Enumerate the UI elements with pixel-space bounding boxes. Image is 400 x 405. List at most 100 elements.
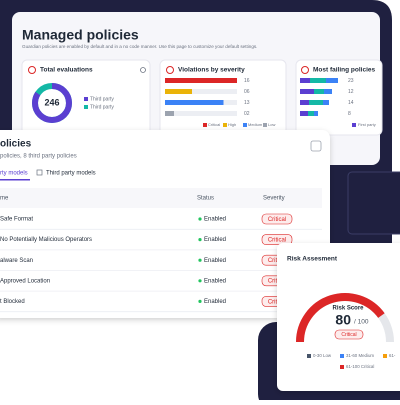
column-header: Severity xyxy=(263,196,285,202)
policy-name[interactable]: t Blocked xyxy=(0,299,25,305)
status: Enabled xyxy=(204,217,226,223)
bar-segment xyxy=(300,78,310,83)
bar-track xyxy=(165,111,237,116)
severity: Critical xyxy=(268,237,286,243)
bar-track xyxy=(165,89,237,94)
bar xyxy=(165,89,192,94)
gauge-value xyxy=(296,293,385,343)
legend-label: 0-30 Low xyxy=(313,353,332,358)
bar-segment xyxy=(326,78,338,83)
policies-card xyxy=(0,130,330,318)
bar-segment xyxy=(323,100,329,105)
total-value: 246 xyxy=(44,97,59,107)
icon xyxy=(301,66,309,74)
severity: Critical xyxy=(268,217,286,223)
legend-swatch xyxy=(340,365,344,369)
legend-label: First party xyxy=(358,122,376,127)
legend-swatch xyxy=(84,105,88,109)
legend-label: Low xyxy=(268,122,275,127)
status: Enabled xyxy=(204,278,226,284)
bar-segment xyxy=(324,89,332,94)
risk-card xyxy=(277,243,400,391)
legend-label: High xyxy=(228,122,236,127)
legend-swatch xyxy=(307,354,311,358)
legend-label: Third party xyxy=(90,96,114,102)
column-header: me xyxy=(0,196,9,202)
tab[interactable]: rty models xyxy=(0,171,28,177)
icon xyxy=(166,66,174,74)
legend-label: Critical xyxy=(208,122,220,127)
policy-name[interactable]: alware Scan xyxy=(0,258,33,264)
action-icon[interactable] xyxy=(310,140,322,152)
tab-indicator xyxy=(0,179,30,181)
legend-swatch xyxy=(84,97,88,101)
bar-segment xyxy=(300,89,314,94)
table-header xyxy=(0,188,322,208)
policy-name[interactable]: No Potentially Malicious Operators xyxy=(0,237,92,243)
status: Enabled xyxy=(204,237,226,243)
bar-segment xyxy=(309,100,323,105)
severity-pill xyxy=(261,234,293,245)
bar-label: 8 xyxy=(348,111,351,117)
legend-swatch xyxy=(223,123,227,127)
card-title: Violations by severity xyxy=(178,67,245,74)
subtitle: Guardian policies are enabled by default… xyxy=(22,44,257,49)
legend-label: Medium xyxy=(248,122,263,127)
policy-name[interactable]: Approved Location xyxy=(0,278,50,284)
bar-label: 06 xyxy=(244,89,250,95)
bar-segment xyxy=(300,111,308,116)
card-title: Total evaluations xyxy=(40,67,93,74)
column-header: Status xyxy=(197,196,214,202)
bar-label: 16 xyxy=(244,78,250,84)
bar-label: 23 xyxy=(348,78,354,84)
card-title: Most failing policies xyxy=(313,67,376,74)
policies-subtitle: policies, 8 third party policies xyxy=(0,154,77,160)
bar xyxy=(165,111,174,116)
status: Enabled xyxy=(204,299,226,305)
severity-pill xyxy=(261,213,293,225)
bar-segment xyxy=(300,100,309,105)
bar-label: 02 xyxy=(244,111,250,117)
legend-label: 31-60 Medium xyxy=(346,353,374,358)
legend-label: 61- xyxy=(389,353,396,358)
badge xyxy=(334,329,364,340)
legend-swatch xyxy=(340,354,344,358)
policy-name[interactable]: Safe Format xyxy=(0,217,33,223)
bar-label: 13 xyxy=(244,100,250,106)
tab[interactable]: Third party models xyxy=(46,171,96,177)
risk-title: Risk Assesment xyxy=(287,256,338,263)
status: Enabled xyxy=(204,258,226,264)
bar-segment xyxy=(314,111,318,116)
block xyxy=(347,171,400,235)
bar xyxy=(165,100,224,105)
legend-swatch xyxy=(383,354,387,358)
legend-swatch xyxy=(263,123,267,127)
icon xyxy=(28,66,36,74)
score: 80 xyxy=(335,312,351,328)
bar-label: 12 xyxy=(348,89,354,95)
bar-label: 14 xyxy=(348,100,354,106)
info-icon xyxy=(140,67,146,73)
bar-segment xyxy=(310,78,326,83)
tab-icon xyxy=(36,169,43,176)
bar-segment xyxy=(314,89,324,94)
score-max: / 100 xyxy=(354,319,369,326)
title: Managed policies xyxy=(22,27,139,43)
legend-swatch xyxy=(352,123,356,127)
donut-ring xyxy=(32,83,72,123)
status-dot xyxy=(198,238,202,242)
legend-swatch xyxy=(203,123,207,127)
status-dot xyxy=(198,299,202,303)
score-title: Risk Score xyxy=(332,306,364,312)
legend-label: 61-100 Critical xyxy=(346,364,374,369)
status-dot xyxy=(198,258,202,262)
policies-title: olicies xyxy=(0,139,32,150)
bar-segment xyxy=(308,111,314,116)
status-dot xyxy=(198,279,202,283)
legend-swatch xyxy=(243,123,247,127)
badge-label: Critical xyxy=(341,332,356,338)
bar xyxy=(165,78,237,83)
status-dot xyxy=(198,217,202,221)
legend-label: Third party xyxy=(90,104,114,110)
